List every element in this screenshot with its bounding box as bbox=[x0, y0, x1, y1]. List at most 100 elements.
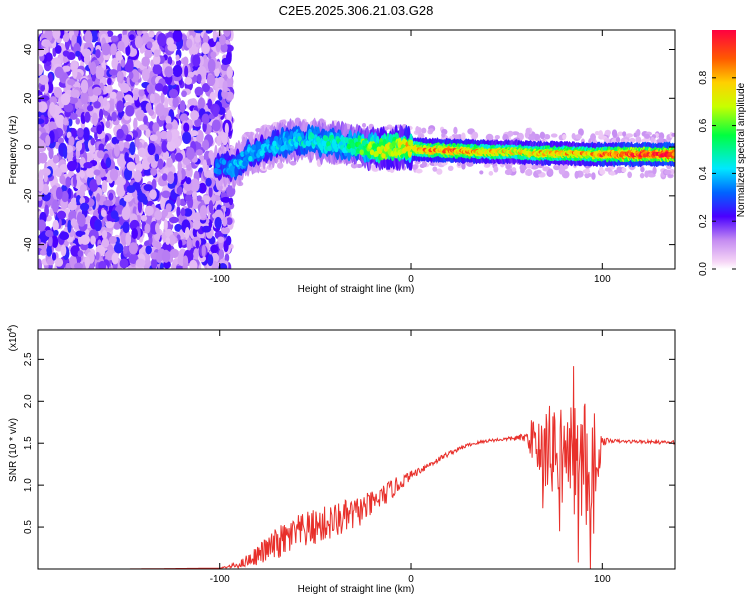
spectrogram-halo-cell bbox=[622, 131, 627, 137]
spectrogram-noise-cell bbox=[141, 68, 150, 82]
spectrogram-noise-cell bbox=[84, 256, 91, 269]
spectrogram-noise-cell bbox=[92, 86, 102, 96]
spectrogram-noise-cell bbox=[105, 157, 112, 168]
spectrogram-noise-cell bbox=[182, 263, 188, 269]
spectrogram-noise-cell bbox=[225, 235, 232, 246]
spectrogram-ridge-cell bbox=[281, 145, 286, 151]
spectrogram-noise-cell bbox=[51, 57, 61, 66]
spectrogram-noise-cell bbox=[196, 195, 202, 202]
spectrogram-halo-cell bbox=[590, 133, 596, 142]
spectrogram-noise-cell bbox=[186, 237, 192, 251]
spectrogram-halo-cell bbox=[507, 130, 514, 137]
colorbar-tick-label: 0.0 bbox=[698, 262, 709, 276]
spectrogram-noise-cell bbox=[137, 147, 147, 158]
spectrogram-noise-cell bbox=[116, 71, 123, 83]
spectrogram-noise-cell bbox=[206, 158, 211, 167]
spectrogram-noise-cell bbox=[186, 147, 195, 160]
spectrogram-halo-cell bbox=[635, 136, 642, 144]
spectrogram-halo-cell bbox=[636, 129, 641, 137]
spectrogram-noise-cell bbox=[115, 91, 124, 101]
spectrogram-noise-cell bbox=[80, 79, 89, 94]
spectrogram-noise-cell bbox=[83, 102, 88, 113]
spectrogram-noise-cell bbox=[141, 56, 151, 67]
spectrogram-halo-cell bbox=[578, 128, 584, 137]
spectrogram-noise-cell bbox=[38, 103, 43, 111]
spectrogram-noise-cell bbox=[212, 30, 217, 43]
spectrogram-noise-cell bbox=[84, 111, 91, 123]
spectrogram-halo-cell bbox=[461, 132, 466, 141]
spectrogram-noise-cell bbox=[152, 122, 160, 133]
spectrogram-noise-cell bbox=[160, 196, 165, 210]
spectrogram-noise-cell bbox=[86, 105, 94, 112]
spectrogram-halo-cell bbox=[494, 134, 500, 140]
spectrogram-noise-cell bbox=[116, 183, 126, 198]
spectrogram-ridge-cell bbox=[334, 146, 339, 153]
spectrogram-noise-cell bbox=[69, 112, 78, 120]
spectrogram-noise-cell bbox=[49, 102, 56, 116]
spectrogram-noise-cell bbox=[98, 143, 105, 153]
spectrogram-noise-cell bbox=[122, 30, 127, 37]
spectrogram-noise-cell bbox=[157, 158, 164, 170]
spectrogram-noise-cell bbox=[98, 108, 104, 121]
spectrogram-noise-cell bbox=[80, 234, 91, 245]
spectrogram-halo-cell bbox=[625, 133, 634, 138]
spectrogram-noise-cell bbox=[154, 83, 164, 92]
spectrogram-noise-cell bbox=[63, 147, 68, 159]
spectrogram-noise-cell bbox=[175, 54, 180, 62]
spectrogram-noise-cell bbox=[216, 135, 222, 146]
spectrogram-halo-cell bbox=[520, 168, 525, 174]
spectrogram-halo-cell bbox=[604, 167, 612, 172]
spectrogram-noise-cell bbox=[148, 30, 155, 38]
spectrogram-halo-cell bbox=[411, 164, 418, 170]
spectrogram-halo-cell bbox=[527, 135, 535, 141]
spectrogram-noise-cell bbox=[80, 91, 89, 105]
spectrogram-noise-cell bbox=[132, 130, 139, 138]
spectrogram-noise-cell bbox=[120, 82, 130, 93]
snr-x-tick-label: 100 bbox=[594, 574, 611, 585]
spectrogram-noise-cell bbox=[172, 96, 179, 108]
spectrogram-noise-cell bbox=[59, 174, 66, 185]
spectrogram-halo-cell bbox=[640, 166, 645, 173]
spectrogram-noise-cell bbox=[214, 216, 222, 229]
colorbar-tick-label: 0.6 bbox=[698, 118, 709, 132]
spectrogram-noise-cell bbox=[177, 159, 183, 174]
spectrogram-noise-cell bbox=[143, 184, 153, 192]
spectrogram-ridge-cell bbox=[323, 135, 329, 142]
spectrogram-noise-cell bbox=[179, 100, 186, 113]
spectrogram-noise-cell bbox=[223, 30, 231, 37]
spectrogram-ridge-cell bbox=[326, 140, 331, 147]
spectrogram-noise-cell bbox=[110, 210, 119, 219]
spectrogram-noise-cell bbox=[183, 122, 190, 133]
spectrogram-noise-cell bbox=[47, 235, 53, 247]
spectrogram-x-tick-label: -100 bbox=[210, 274, 230, 285]
spectrogram-ridge-cell bbox=[408, 139, 414, 146]
colorbar-tick-label: 0.4 bbox=[698, 166, 709, 180]
snr-y-tick-label: 2.5 bbox=[23, 352, 34, 366]
spectrogram-noise-cell bbox=[192, 219, 201, 230]
spectrogram-halo-cell bbox=[575, 134, 582, 140]
spectrogram-noise-cell bbox=[149, 189, 157, 200]
spectrogram-noise-cell bbox=[185, 194, 193, 202]
spectrogram-ridge bbox=[213, 117, 675, 189]
spectrogram-noise-cell bbox=[155, 103, 165, 117]
spectrogram-noise-cell bbox=[123, 141, 131, 150]
colorbar-label: Normalized spectral amplitude bbox=[736, 82, 747, 217]
spectrogram-noise-cell bbox=[176, 186, 183, 195]
spectrogram-noise-cell bbox=[164, 96, 169, 111]
spectrogram-noise-cell bbox=[214, 77, 219, 91]
spectrogram-ridge-cell bbox=[217, 168, 222, 175]
spectrogram-noise-cell bbox=[183, 208, 193, 217]
spectrogram-noise-cell bbox=[38, 63, 44, 76]
spectrogram-ridge-cell bbox=[406, 145, 411, 152]
spectrogram-noise-cell bbox=[182, 131, 192, 144]
spectrogram-halo-cell bbox=[615, 137, 621, 143]
spectrogram-noise-cell bbox=[93, 169, 101, 176]
spectrogram-noise-cell bbox=[79, 202, 90, 211]
spectrogram-noise-cell bbox=[116, 100, 124, 113]
spectrogram-noise-cell bbox=[101, 230, 108, 240]
spectrogram-ridge-cell bbox=[381, 152, 386, 159]
spectrogram-noise-cell bbox=[159, 262, 164, 269]
spectrogram-noise-cell bbox=[101, 42, 111, 56]
spectrogram-noise-cell bbox=[168, 234, 176, 246]
spectrogram-noise-cell bbox=[89, 178, 99, 192]
